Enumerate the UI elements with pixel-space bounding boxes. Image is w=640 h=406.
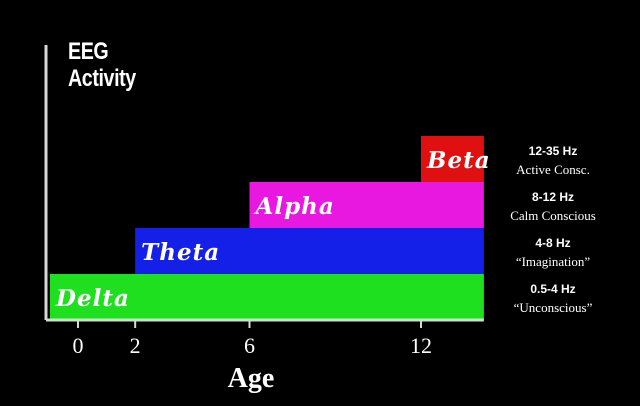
freq-label-alpha: 8-12 Hz <box>532 190 574 204</box>
desc-label-alpha: Calm Conscious <box>510 208 596 223</box>
bar-label-delta: Delta <box>55 285 130 312</box>
x-axis-label: Age <box>228 363 275 394</box>
x-tick-label-6: 6 <box>244 333 255 358</box>
freq-label-beta: 12-35 Hz <box>529 144 578 158</box>
desc-label-delta: “Unconscious” <box>514 300 593 315</box>
bar-beta <box>421 136 484 182</box>
freq-label-theta: 4-8 Hz <box>535 236 570 250</box>
bar-label-alpha: Alpha <box>254 193 335 220</box>
bar-theta <box>135 228 484 274</box>
bar-label-theta: Theta <box>141 239 220 266</box>
x-tick-label-2: 2 <box>130 333 141 358</box>
bar-label-beta: Beta <box>426 147 491 174</box>
bar-alpha <box>249 182 484 228</box>
freq-label-delta: 0.5-4 Hz <box>530 282 575 296</box>
y-axis-label-line-2: Activity <box>68 65 136 92</box>
desc-label-theta: “Imagination” <box>516 254 591 269</box>
bar-delta <box>50 274 484 320</box>
y-axis-label-line-1: EEG <box>68 38 109 65</box>
x-tick-label-0: 0 <box>73 333 84 358</box>
y-axis-label: EEG Activity <box>68 38 136 92</box>
x-tick-label-12: 12 <box>410 333 432 358</box>
desc-label-beta: Active Consc. <box>516 162 590 177</box>
